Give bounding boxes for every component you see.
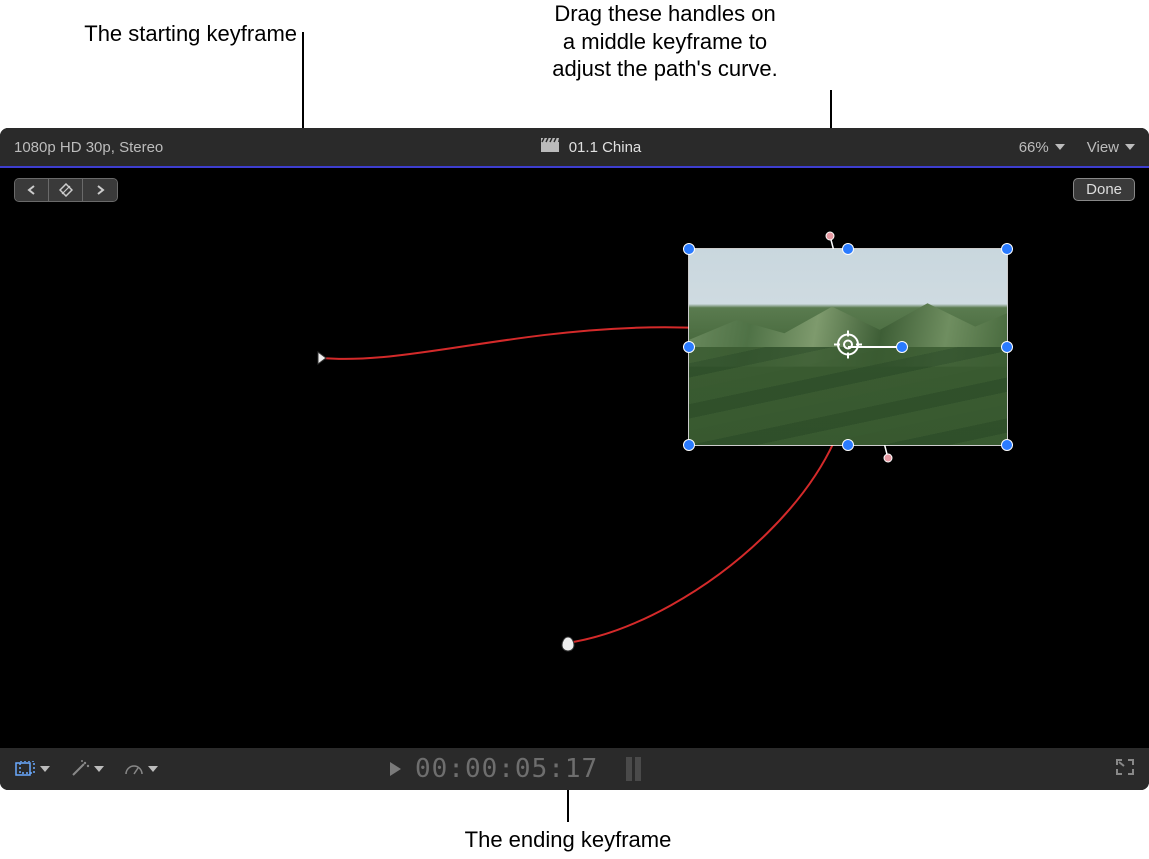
transform-handle-bc[interactable] (842, 439, 854, 451)
keyframe-nav (14, 178, 118, 202)
zoom-value: 66% (1019, 139, 1049, 156)
diamond-icon (59, 183, 73, 197)
zoom-menu[interactable]: 66% (1019, 139, 1065, 156)
callout-handles: Drag these handles on a middle keyframe … (505, 0, 825, 83)
transform-tool-menu[interactable] (14, 761, 50, 777)
fullscreen-button[interactable] (1115, 756, 1135, 782)
transform-handle-bl[interactable] (683, 439, 695, 451)
transform-center-anchor[interactable] (834, 331, 862, 364)
titlebar: 1080p HD 30p, Stereo 01.1 China 66% (0, 128, 1149, 168)
clip-title: 01.1 China (569, 139, 642, 156)
next-keyframe-button[interactable] (83, 179, 117, 201)
view-label: View (1087, 139, 1119, 156)
crop-icon (14, 761, 36, 777)
transform-handle-mr[interactable] (1001, 341, 1013, 353)
viewer-canvas[interactable]: Done (0, 168, 1149, 748)
timecode-display[interactable]: 00:00:05:17 (415, 754, 598, 784)
transform-clip[interactable] (688, 248, 1008, 446)
format-label: 1080p HD 30p, Stereo (14, 139, 163, 156)
viewer-bottom-bar: 00:00:05:17 (0, 748, 1149, 790)
transform-handle-tl[interactable] (683, 243, 695, 255)
chevron-down-icon (94, 766, 104, 772)
callout-start-keyframe: The starting keyframe (82, 20, 297, 48)
transform-handle-ml[interactable] (683, 341, 695, 353)
keyframe-end-marker[interactable] (559, 635, 575, 651)
done-button[interactable]: Done (1073, 178, 1135, 201)
chevron-down-icon (1125, 144, 1135, 150)
keyframe-start-marker[interactable] (314, 350, 330, 366)
enhance-tool-menu[interactable] (70, 760, 104, 778)
clapperboard-icon (541, 138, 559, 156)
viewer-window: 1080p HD 30p, Stereo 01.1 China 66% (0, 128, 1149, 790)
play-button[interactable] (390, 762, 401, 776)
transform-handle-tr[interactable] (1001, 243, 1013, 255)
callout-end-keyframe: The ending keyframe (448, 826, 688, 854)
chevron-down-icon (40, 766, 50, 772)
chevron-down-icon (148, 766, 158, 772)
chevron-right-icon (93, 184, 107, 196)
prev-keyframe-button[interactable] (15, 179, 49, 201)
retime-tool-menu[interactable] (124, 760, 158, 778)
transform-handle-br[interactable] (1001, 439, 1013, 451)
transform-handle-tc[interactable] (842, 243, 854, 255)
rotation-handle[interactable] (896, 341, 908, 353)
audio-meter (626, 757, 641, 781)
add-delete-keyframe-button[interactable] (49, 179, 83, 201)
chevron-left-icon (25, 184, 39, 196)
chevron-down-icon (1055, 144, 1065, 150)
view-menu[interactable]: View (1087, 139, 1135, 156)
wand-icon (70, 760, 90, 778)
speedometer-icon (124, 760, 144, 778)
